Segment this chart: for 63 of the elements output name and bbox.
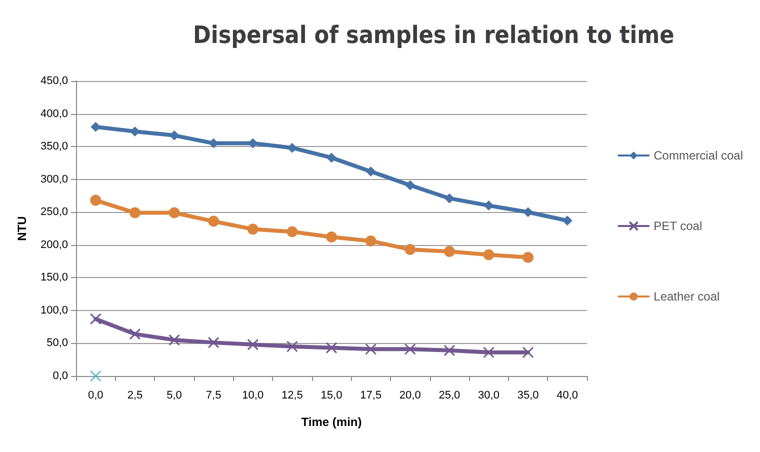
legend-label: Commercial coal bbox=[654, 148, 744, 162]
y-tick-label: 400,0 bbox=[40, 108, 68, 120]
point bbox=[208, 336, 220, 348]
x-tick-label: 35,0 bbox=[517, 390, 539, 402]
point bbox=[247, 338, 259, 350]
x-tick-label: 12,5 bbox=[281, 390, 303, 402]
y-tick-label: 250,0 bbox=[40, 206, 68, 218]
point bbox=[90, 122, 101, 132]
point bbox=[365, 343, 377, 355]
y-tick-label: 0,0 bbox=[52, 370, 68, 382]
y-tick-label: 450,0 bbox=[40, 75, 68, 87]
point bbox=[483, 249, 494, 260]
point bbox=[404, 343, 416, 355]
y-tick-label: 200,0 bbox=[40, 238, 68, 251]
point bbox=[247, 224, 258, 235]
y-tick-label: 300,0 bbox=[40, 173, 68, 186]
point bbox=[523, 207, 534, 218]
point bbox=[168, 207, 180, 218]
point bbox=[90, 194, 102, 206]
y-tick-label: 150,0 bbox=[40, 272, 68, 284]
legend-label: Leather coal bbox=[654, 290, 720, 304]
x-tick-label: 25,0 bbox=[438, 390, 460, 402]
point bbox=[326, 152, 336, 163]
point bbox=[208, 216, 220, 227]
point bbox=[522, 346, 534, 358]
x-tick-label: 30,0 bbox=[478, 390, 500, 402]
y-tick-label: 50,0 bbox=[46, 337, 68, 350]
point bbox=[90, 313, 102, 325]
x-tick-label: 2,5 bbox=[127, 390, 143, 402]
x-tick-label: 20,0 bbox=[399, 390, 421, 402]
point bbox=[326, 342, 338, 354]
y-axis-title: NTU bbox=[15, 216, 29, 241]
point bbox=[522, 252, 534, 263]
point bbox=[129, 328, 141, 340]
y-tick-label: 350,0 bbox=[40, 140, 68, 153]
y-tick-label: 100,0 bbox=[40, 304, 68, 316]
x-tick-label: 0,0 bbox=[88, 390, 104, 402]
point bbox=[366, 166, 376, 176]
point bbox=[129, 207, 140, 218]
x-tick-label: 40,0 bbox=[556, 390, 578, 402]
point bbox=[444, 344, 456, 356]
point bbox=[286, 340, 298, 352]
point bbox=[562, 216, 572, 226]
x-tick-label: 10,0 bbox=[242, 390, 264, 402]
x-tick-label: 5,0 bbox=[166, 390, 182, 402]
x-tick-label: 7,5 bbox=[206, 390, 222, 402]
point bbox=[444, 193, 454, 204]
point bbox=[365, 235, 376, 246]
point bbox=[405, 180, 416, 190]
point bbox=[286, 226, 298, 238]
point bbox=[90, 370, 102, 382]
x-tick-label: 15,0 bbox=[320, 390, 342, 402]
point bbox=[482, 346, 494, 358]
point bbox=[444, 246, 455, 257]
point bbox=[326, 232, 337, 243]
x-tick-label: 17,5 bbox=[360, 390, 382, 402]
chart-title: Dispersal of samples in relation to time bbox=[193, 21, 674, 49]
point bbox=[168, 334, 180, 346]
legend-label: PET coal bbox=[654, 219, 702, 233]
x-axis-title: Time (min) bbox=[301, 415, 362, 429]
point bbox=[484, 200, 494, 211]
point bbox=[287, 142, 298, 153]
point bbox=[404, 244, 416, 255]
